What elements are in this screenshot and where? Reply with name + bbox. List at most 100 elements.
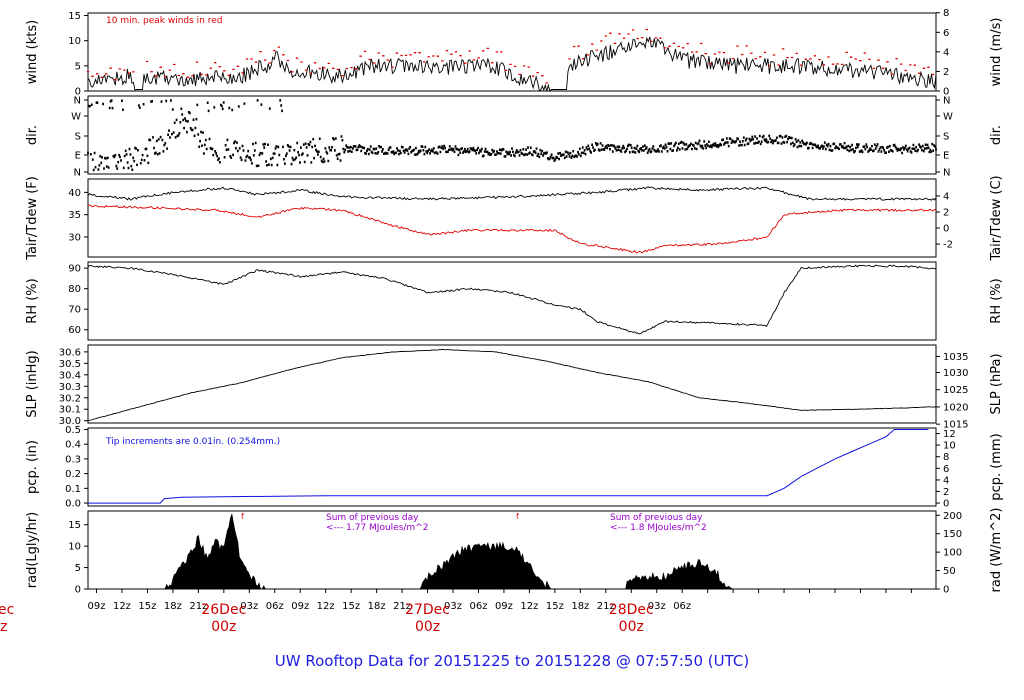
wind-speed-line xyxy=(87,36,937,92)
slp-ylabel-right: SLP (hPa) xyxy=(989,353,1004,414)
ytick-right-label: 6 xyxy=(943,464,949,475)
tair-line xyxy=(87,186,937,201)
ytick-right-label: 2 xyxy=(943,67,949,78)
ytick-label: 30.6 xyxy=(59,347,81,358)
ytick-label: N xyxy=(74,96,81,107)
xtick-label: 03z xyxy=(444,601,462,612)
ytick-right-label: S xyxy=(943,132,949,143)
ytick-label: 35 xyxy=(68,210,81,221)
ytick-label: W xyxy=(71,112,81,123)
precip-line xyxy=(88,429,929,504)
ytick-label: N xyxy=(74,168,81,179)
left-edge-time: z xyxy=(0,619,7,635)
ytick-label: 30.0 xyxy=(59,416,81,427)
slp-line xyxy=(87,349,937,422)
ytick-label: 15 xyxy=(68,520,81,531)
xtick-label: 18z xyxy=(571,601,589,612)
rad-sum-value: <--- 1.8 MJoules/m^2 xyxy=(610,523,707,533)
ytick-right-label: N xyxy=(943,168,950,179)
ytick-label: 30 xyxy=(68,232,81,243)
ytick-right-label: -2 xyxy=(943,240,953,251)
ytick-right-label: 10 xyxy=(943,441,956,452)
xtick-label: 15z xyxy=(342,601,360,612)
slp-frame xyxy=(87,344,937,424)
ytick-label: 70 xyxy=(68,305,81,316)
ytick-label: 30.5 xyxy=(59,359,81,370)
ytick-label: 0 xyxy=(75,585,81,596)
ytick-right-label: 4 xyxy=(943,47,949,58)
tair_tdew-ylabel: Tair/Tdew (F) xyxy=(25,176,40,261)
rad-ylabel: rad(Lgly/hr) xyxy=(25,512,40,588)
xtick-label: 18z xyxy=(368,601,386,612)
xtick-label: 15z xyxy=(138,601,156,612)
rh-ylabel: RH (%) xyxy=(25,278,40,323)
panel-slp: SLP (inHg) SLP (hPa)30.030.130.230.330.43… xyxy=(25,344,1004,431)
ytick-right-label: 1020 xyxy=(943,402,968,413)
ytick-label: 40 xyxy=(68,188,81,199)
ytick-right-label: 0 xyxy=(943,585,949,596)
pcp-ylabel: pcp. (in) xyxy=(25,440,40,494)
ytick-right-label: 2 xyxy=(943,487,949,498)
left-edge-date: ec xyxy=(0,602,14,618)
rh-ylabel-right: RH (%) xyxy=(989,278,1004,323)
day-time-label: 00z xyxy=(619,619,644,635)
panel-wind: wind (kts) wind (m/s) 0 5 10 15 0 2 4 6 8 10 min. p… xyxy=(25,8,1004,97)
rad-ylabel-right: rad (W/m^2) xyxy=(989,508,1004,593)
ytick-label: 5 xyxy=(75,563,81,574)
ytick-label: 30.3 xyxy=(59,382,81,393)
ytick-label: 60 xyxy=(68,325,81,336)
day-label: 27Dec xyxy=(405,602,450,618)
xtick-label: 21z xyxy=(189,601,207,612)
day-label: 28Dec xyxy=(609,602,654,618)
noon-marker: f xyxy=(241,512,244,521)
ytick-label: 0.5 xyxy=(65,425,81,436)
ytick-label: 15 xyxy=(68,11,81,22)
radiation-area xyxy=(88,512,936,590)
rh-frame xyxy=(87,261,937,341)
ytick-label: 30.2 xyxy=(59,393,81,404)
ytick-label: S xyxy=(75,132,81,143)
ytick-right-label: 0 xyxy=(943,224,949,235)
xtick-label: 12z xyxy=(317,601,335,612)
panel-pcp: pcp. (in) pcp. (mm) 0.0 0.1 0.2 0.3 0.4 0.5 0246… xyxy=(25,425,1004,510)
time-axis: 09z 12z 15z 18z 21z 03z 06z 09z 12z 15z 18z 21z 03z 0… xyxy=(87,589,912,635)
wind-ylabel: wind (kts) xyxy=(25,20,40,84)
dir-ylabel: dir. xyxy=(25,125,40,145)
ytick-label: 0.1 xyxy=(65,484,81,495)
chart-title: UW Rooftop Data for 20151225 to 20151228… xyxy=(275,652,749,670)
ytick-right-label: 0 xyxy=(943,87,949,98)
panel-rad: rad(Lgly/hr) rad (W/m^2)05101505010015020… xyxy=(25,508,1004,596)
ytick-right-label: 1015 xyxy=(943,420,968,431)
ytick-right-label: 100 xyxy=(943,548,962,559)
ytick-right-label: 6 xyxy=(943,28,949,39)
ytick-right-label: W xyxy=(943,112,953,123)
ytick-right-label: 200 xyxy=(943,511,962,522)
ytick-label: 0.2 xyxy=(65,469,81,480)
ytick-right-label: 4 xyxy=(943,191,949,202)
rh-line xyxy=(87,264,937,335)
ytick-label: 0.0 xyxy=(65,499,81,510)
ytick-label: 5 xyxy=(75,61,81,72)
ytick-label: 10 xyxy=(68,36,81,47)
ytick-label: 0.3 xyxy=(65,454,81,465)
xtick-label: 03z xyxy=(240,601,258,612)
dir-frame xyxy=(87,95,937,175)
ytick-right-label: 2 xyxy=(943,207,949,218)
panel-tair_tdew: Tair/Tdew (F) Tair/Tdew (C) 30 35 40 -2 0 2 4 xyxy=(25,175,1004,261)
ytick-right-label: 4 xyxy=(943,475,949,486)
wind-direction-points xyxy=(87,99,937,172)
tdew-line xyxy=(87,204,937,254)
panel-rh: RH (%) RH (%) 60 70 80 90 xyxy=(25,261,1004,341)
xtick-label: 03z xyxy=(648,601,666,612)
ytick-right-label: 0 xyxy=(943,499,949,510)
ytick-right-label: 1035 xyxy=(943,352,968,363)
ytick-label: 0 xyxy=(75,87,81,98)
wind-annotation: 10 min. peak winds in red xyxy=(106,16,223,26)
ytick-right-label: 1025 xyxy=(943,385,968,396)
ytick-right-label: 12 xyxy=(943,429,956,440)
tair_tdew-ylabel-right: Tair/Tdew (C) xyxy=(989,175,1004,261)
dir-ylabel-right: dir. xyxy=(989,125,1004,145)
ytick-right-label: 8 xyxy=(943,452,949,463)
pcp-frame xyxy=(87,427,937,507)
